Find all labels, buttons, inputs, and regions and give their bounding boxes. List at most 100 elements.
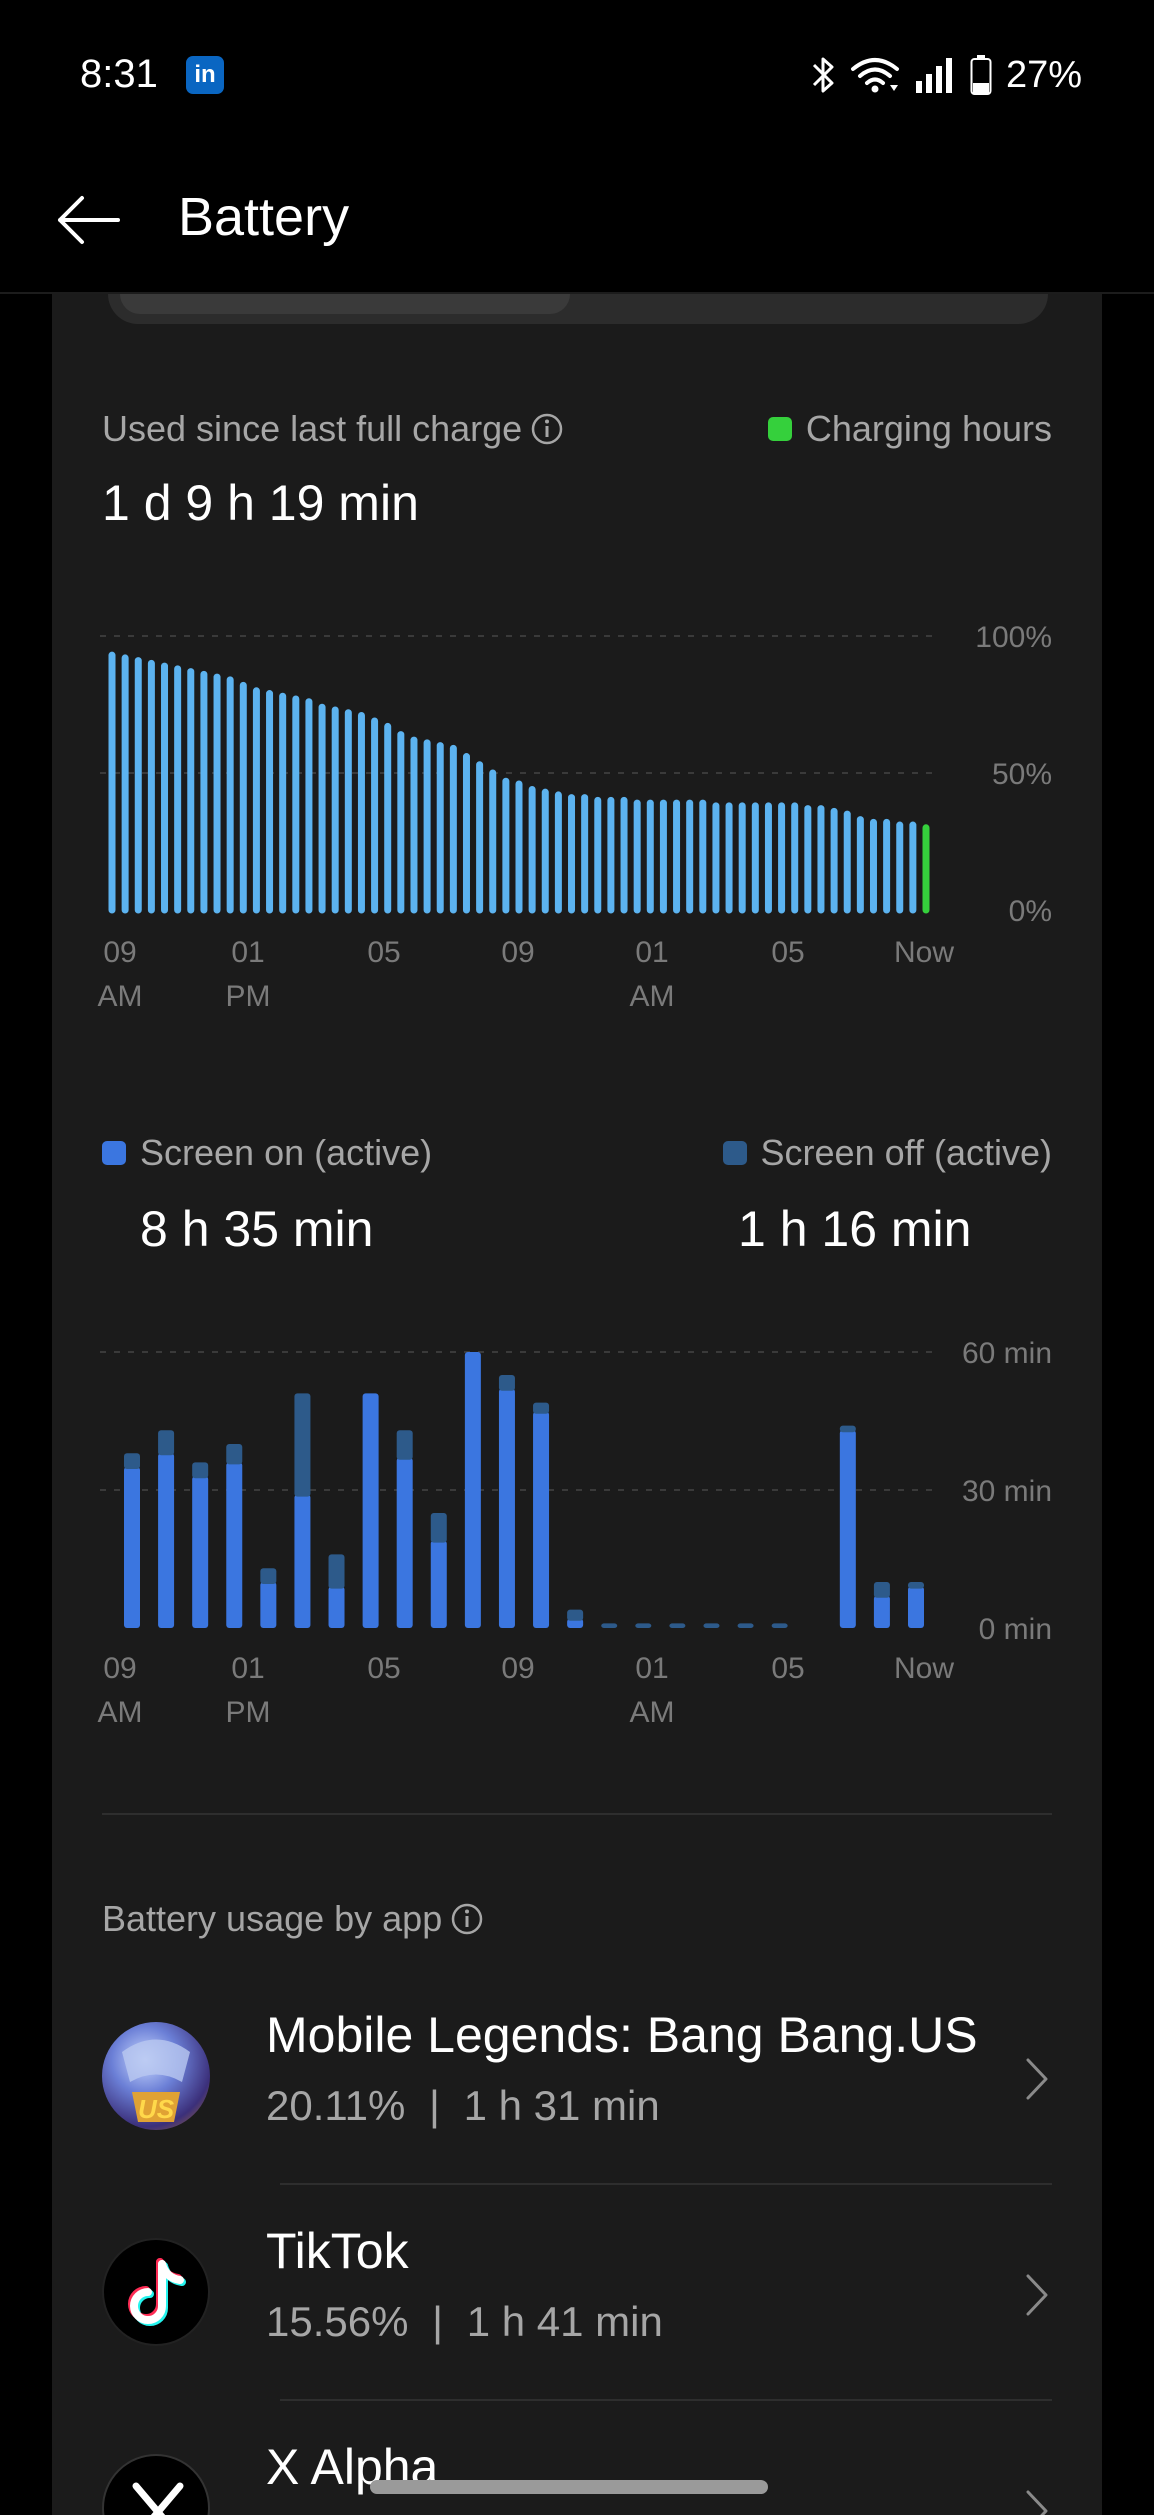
screen-off-legend: Screen off (active) xyxy=(722,1132,1052,1174)
x-tick-label: 05 xyxy=(367,936,400,969)
screen-off-bar xyxy=(260,1568,277,1584)
screen-on-bar xyxy=(498,1388,515,1628)
app-row-mobile-legends[interactable]: US Mobile Legends: Bang Bang.US 20.11% |… xyxy=(52,1972,1102,2188)
screen-on-bar xyxy=(294,1494,311,1628)
page-title: Battery xyxy=(178,187,350,247)
screen-on-bar xyxy=(158,1453,175,1628)
x-tick-label: Now xyxy=(894,1652,954,1685)
screen-on-bar xyxy=(873,1595,890,1628)
x-tick-label: 01 xyxy=(635,1652,668,1685)
signal-icon xyxy=(915,58,952,93)
stats-separator: | xyxy=(432,2298,444,2345)
x-tick-label: PM xyxy=(226,1696,271,1729)
screen-off-bar xyxy=(226,1444,243,1465)
screen-off-value: 1 h 16 min xyxy=(738,1201,972,1257)
mobile-legends-icon: US xyxy=(102,2022,210,2130)
screen-off-bar xyxy=(328,1554,345,1589)
y-tick-label: 100% xyxy=(975,621,1052,654)
screen-off-bar xyxy=(737,1623,754,1628)
x-tick-label: 09 xyxy=(501,936,534,969)
tiktok-icon xyxy=(102,2238,210,2346)
x-tick-label: 09 xyxy=(103,1652,136,1685)
battery-card xyxy=(52,294,1102,2515)
screen-off-bar xyxy=(567,1609,584,1621)
app-name: TikTok xyxy=(266,2223,409,2279)
screen-off-bar xyxy=(839,1425,856,1433)
gesture-bar[interactable] xyxy=(370,2480,768,2494)
screen-on-bar xyxy=(362,1393,379,1628)
screen-on-bar xyxy=(839,1430,856,1628)
used-duration: 1 d 9 h 19 min xyxy=(102,475,419,531)
x-tick-label: AM xyxy=(98,1696,143,1729)
y-tick-label: 30 min xyxy=(962,1475,1052,1508)
svg-text:US: US xyxy=(138,2094,175,2124)
status-bar: 8:31 in 27% xyxy=(0,0,1154,150)
screen-on-bar xyxy=(192,1476,209,1628)
screen-on-bar xyxy=(396,1457,413,1628)
x-tick-label: AM xyxy=(630,1696,675,1729)
x-tick-label: 05 xyxy=(771,1652,804,1685)
x-tick-label: 01 xyxy=(231,1652,264,1685)
period-toggle-selected[interactable] xyxy=(120,294,570,314)
screen-off-label: Screen off (active) xyxy=(760,1132,1052,1173)
x-tick-label: 09 xyxy=(103,936,136,969)
screen-off-bar xyxy=(158,1430,175,1456)
chevron-right-icon xyxy=(1026,2490,1048,2515)
x-tick-label: Now xyxy=(894,936,954,969)
app-bar-divider xyxy=(0,292,1154,294)
screen-off-bar xyxy=(703,1623,720,1628)
screen-on-label: Screen on (active) xyxy=(140,1132,433,1173)
mobile-legends-art: US xyxy=(122,2039,190,2124)
screen-on-swatch xyxy=(102,1141,126,1165)
used-since-text: Used since last full charge xyxy=(102,408,523,449)
app-row-tiktok[interactable]: TikTok 15.56% | 1 h 41 min xyxy=(52,2188,1102,2404)
screen-off-swatch xyxy=(722,1141,747,1165)
charging-legend-label: Charging hours xyxy=(805,408,1052,449)
row-divider xyxy=(280,2183,1052,2185)
y-tick-label: 60 min xyxy=(962,1337,1052,1370)
screen-off-bar xyxy=(635,1623,652,1628)
chevron-right-icon xyxy=(1026,2274,1048,2316)
app-stats: 20.11% | 1 h 31 min xyxy=(266,2082,660,2130)
y-tick-label: 50% xyxy=(992,758,1052,791)
screen-on-bar xyxy=(908,1586,924,1628)
chevron-right-icon xyxy=(1026,2058,1048,2100)
x-logo xyxy=(132,2482,184,2515)
arrow-left-icon[interactable] xyxy=(52,184,124,256)
y-tick-label: 0% xyxy=(1009,895,1052,928)
app-percent: 15.56% xyxy=(266,2298,409,2345)
screen-on-bar xyxy=(464,1352,481,1628)
screen-on-bar xyxy=(430,1540,447,1628)
linkedin-notification-icon: in xyxy=(186,56,224,94)
wifi-icon xyxy=(850,58,899,93)
screen-off-bar xyxy=(533,1402,550,1414)
charging-legend: Charging hours xyxy=(767,408,1052,450)
screen-off-bar xyxy=(601,1623,618,1628)
bluetooth-icon xyxy=(812,57,834,93)
battery-usage-label: Battery usage by app xyxy=(102,1898,443,1939)
screen-off-bar xyxy=(430,1513,447,1543)
screen-on-bar xyxy=(260,1582,277,1628)
app-stats: 15.56% | 1 h 41 min xyxy=(266,2298,663,2346)
x-tick-label: 01 xyxy=(635,936,668,969)
screen-off-bar xyxy=(294,1393,311,1497)
info-icon[interactable] xyxy=(530,412,564,446)
screen-off-bar xyxy=(396,1430,413,1460)
screen-off-bar xyxy=(873,1582,890,1598)
x-icon xyxy=(102,2454,210,2515)
app-row-x-alpha[interactable]: X Alpha xyxy=(52,2404,1102,2515)
tiktok-note xyxy=(128,2258,186,2326)
screen-off-bar xyxy=(498,1375,515,1391)
app-time: 1 h 31 min xyxy=(463,2082,660,2129)
screen-off-bar xyxy=(669,1623,686,1628)
battery-icon xyxy=(970,55,992,95)
x-tick-label: AM xyxy=(630,980,675,1013)
x-tick-label: 09 xyxy=(501,1652,534,1685)
battery-usage-header: Battery usage by app xyxy=(102,1898,484,1940)
x-tick-label: AM xyxy=(98,980,143,1013)
screen-on-value: 8 h 35 min xyxy=(140,1201,374,1257)
info-icon[interactable] xyxy=(450,1902,484,1936)
charging-legend-swatch xyxy=(767,417,792,441)
x-tick-label: 05 xyxy=(367,1652,400,1685)
